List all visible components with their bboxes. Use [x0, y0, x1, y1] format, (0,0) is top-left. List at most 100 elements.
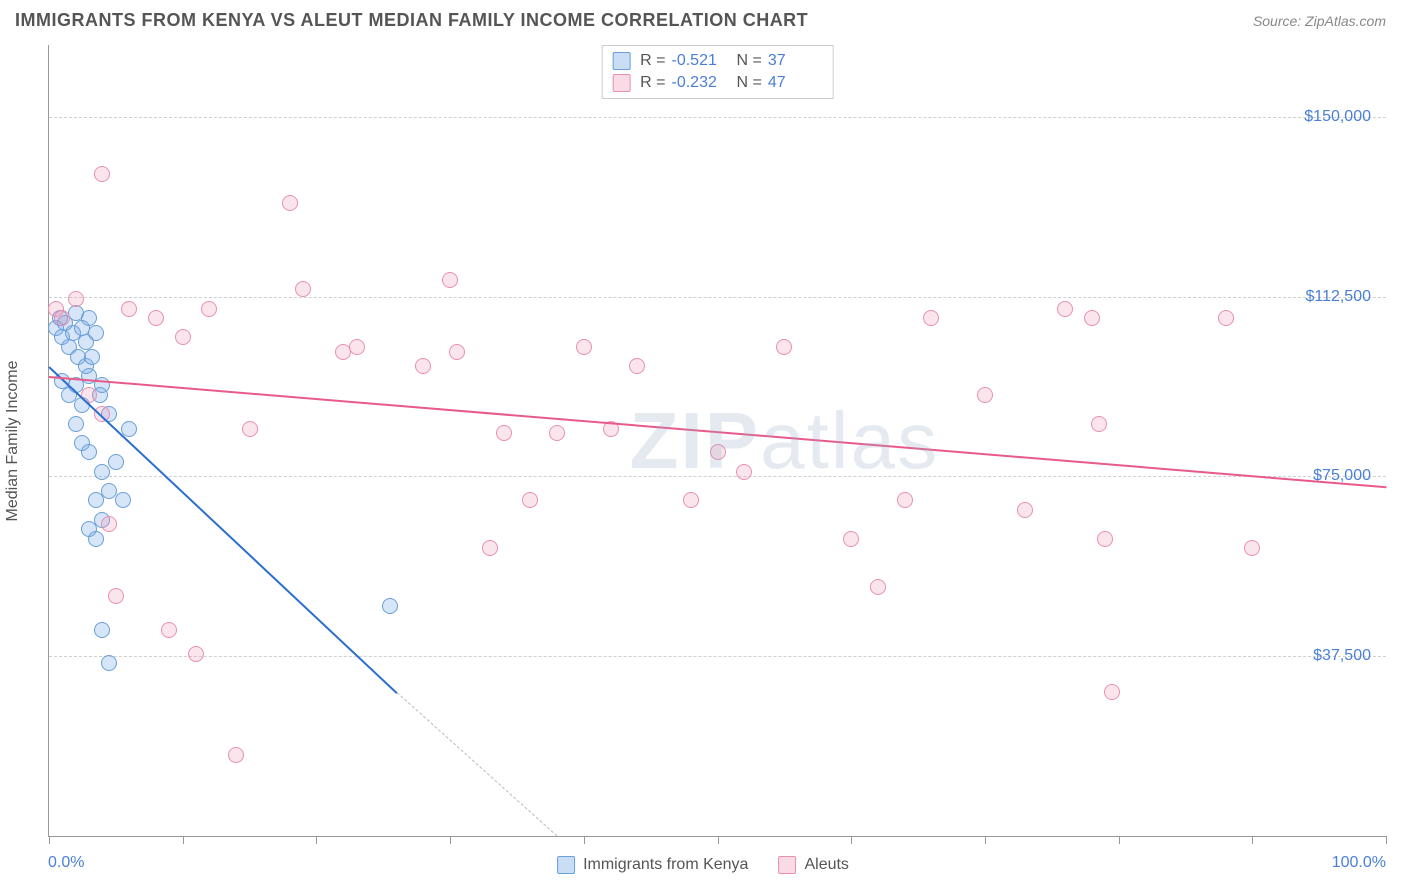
scatter-point [101, 655, 117, 671]
r-label: R = [640, 74, 665, 92]
x-tick [851, 836, 852, 844]
scatter-point [736, 464, 752, 480]
x-tick [1119, 836, 1120, 844]
scatter-point [68, 416, 84, 432]
legend-label-series2: Aleuts [804, 856, 848, 874]
legend-swatch-series1 [612, 52, 630, 70]
scatter-point [88, 325, 104, 341]
scatter-point [522, 492, 538, 508]
scatter-point [94, 622, 110, 638]
x-axis-min-label: 0.0% [48, 854, 84, 872]
r-value-series2: -0.232 [672, 74, 727, 92]
gridline-h [49, 117, 1386, 118]
series-legend: Immigrants from Kenya Aleuts [557, 856, 849, 874]
x-tick [1252, 836, 1253, 844]
chart-title: IMMIGRANTS FROM KENYA VS ALEUT MEDIAN FA… [15, 10, 808, 31]
chart-container: ZIPatlas R = -0.521 N = 37 R = -0.232 N … [48, 45, 1386, 837]
scatter-point [115, 492, 131, 508]
scatter-point [101, 483, 117, 499]
scatter-point [161, 622, 177, 638]
scatter-point [1218, 310, 1234, 326]
scatter-point [710, 444, 726, 460]
scatter-point [843, 531, 859, 547]
x-axis-max-label: 100.0% [1332, 854, 1386, 872]
scatter-point [1017, 502, 1033, 518]
scatter-point [1084, 310, 1100, 326]
n-value-series2: 47 [768, 74, 823, 92]
gridline-h [49, 656, 1386, 657]
scatter-point [977, 387, 993, 403]
y-axis-title: Median Family Income [4, 361, 22, 522]
scatter-point [482, 540, 498, 556]
scatter-point [683, 492, 699, 508]
scatter-point [228, 747, 244, 763]
scatter-point [1244, 540, 1260, 556]
source-attribution: Source: ZipAtlas.com [1253, 13, 1386, 29]
scatter-point [108, 454, 124, 470]
scatter-point [108, 588, 124, 604]
scatter-point [449, 344, 465, 360]
x-tick [316, 836, 317, 844]
scatter-point [101, 516, 117, 532]
scatter-point [1097, 531, 1113, 547]
x-tick [450, 836, 451, 844]
gridline-h [49, 476, 1386, 477]
scatter-point [88, 531, 104, 547]
legend-row-series2: R = -0.232 N = 47 [612, 72, 823, 94]
scatter-point [1057, 301, 1073, 317]
scatter-point [68, 291, 84, 307]
scatter-point [870, 579, 886, 595]
legend-item-series2: Aleuts [778, 856, 848, 874]
scatter-point [382, 598, 398, 614]
scatter-point [923, 310, 939, 326]
scatter-point [188, 646, 204, 662]
scatter-point [349, 339, 365, 355]
gridline-h [49, 297, 1386, 298]
legend-item-series1: Immigrants from Kenya [557, 856, 748, 874]
scatter-point [81, 444, 97, 460]
scatter-point [442, 272, 458, 288]
scatter-point [897, 492, 913, 508]
scatter-point [148, 310, 164, 326]
scatter-point [201, 301, 217, 317]
scatter-point [496, 425, 512, 441]
x-tick [49, 836, 50, 844]
trendline [48, 366, 397, 693]
scatter-point [242, 421, 258, 437]
x-tick [183, 836, 184, 844]
legend-swatch-series2-icon [778, 856, 796, 874]
scatter-point [576, 339, 592, 355]
trendline [396, 692, 557, 837]
x-tick [985, 836, 986, 844]
scatter-point [175, 329, 191, 345]
x-tick [718, 836, 719, 844]
n-label: N = [737, 74, 762, 92]
scatter-point [629, 358, 645, 374]
scatter-point [282, 195, 298, 211]
y-tick-label: $112,500 [1305, 288, 1371, 306]
x-tick [1386, 836, 1387, 844]
scatter-point [121, 301, 137, 317]
scatter-point [415, 358, 431, 374]
scatter-point [1091, 416, 1107, 432]
n-label: N = [737, 52, 762, 70]
scatter-point [94, 166, 110, 182]
plot-area: ZIPatlas R = -0.521 N = 37 R = -0.232 N … [48, 45, 1386, 837]
scatter-point [84, 349, 100, 365]
correlation-legend: R = -0.521 N = 37 R = -0.232 N = 47 [601, 45, 834, 99]
scatter-point [1104, 684, 1120, 700]
scatter-point [121, 421, 137, 437]
legend-label-series1: Immigrants from Kenya [583, 856, 748, 874]
x-tick [584, 836, 585, 844]
r-value-series1: -0.521 [672, 52, 727, 70]
legend-row-series1: R = -0.521 N = 37 [612, 50, 823, 72]
y-tick-label: $150,000 [1304, 108, 1371, 126]
scatter-point [549, 425, 565, 441]
scatter-point [295, 281, 311, 297]
r-label: R = [640, 52, 665, 70]
legend-swatch-series2 [612, 74, 630, 92]
legend-swatch-series1-icon [557, 856, 575, 874]
scatter-point [776, 339, 792, 355]
y-tick-label: $37,500 [1313, 647, 1371, 665]
n-value-series1: 37 [768, 52, 823, 70]
